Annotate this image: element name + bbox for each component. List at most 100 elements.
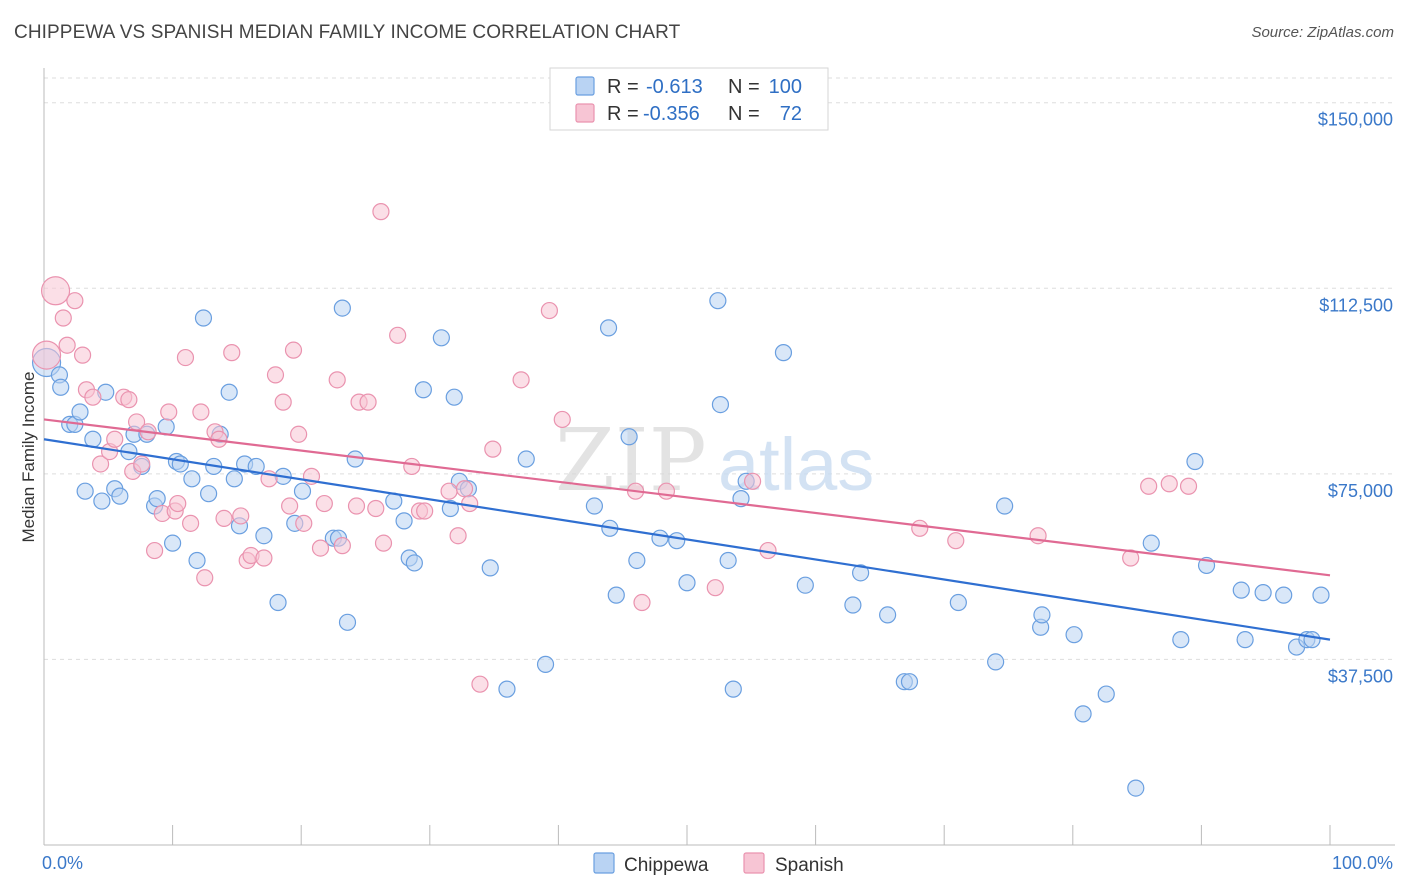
- chippewa-point-88: [1142, 534, 1160, 552]
- spanish-point-76: [1160, 475, 1178, 493]
- chippewa-point-34: [269, 593, 287, 612]
- spanish-point-74: [1122, 549, 1140, 567]
- spanish-point-29: [223, 344, 241, 362]
- spanish-point-72: [947, 532, 965, 550]
- chippewa-point-89: [1172, 631, 1190, 649]
- chippewa-point-66: [709, 292, 727, 310]
- chippewa-point-32: [247, 457, 265, 476]
- chippewa-point-74: [844, 596, 862, 614]
- y-tick-label-2: $112,500: [1319, 295, 1393, 315]
- spanish-point-30: [232, 507, 250, 525]
- watermark: ZIP atlas: [555, 411, 874, 511]
- spanish-point-66: [633, 593, 651, 612]
- chippewa-point-98: [1303, 631, 1321, 649]
- spanish-point-15: [133, 455, 151, 473]
- spanish-point-4: [66, 292, 84, 310]
- series-spanish-points: [31, 203, 1198, 693]
- chippewa-point-84: [1065, 626, 1083, 644]
- chippewa-point-58: [599, 319, 618, 337]
- chippewa-point-37: [293, 482, 312, 500]
- spanish-point-23: [182, 514, 200, 532]
- chippewa-point-49: [441, 499, 459, 518]
- spanish-point-59: [461, 494, 479, 513]
- spanish-point-50: [372, 203, 390, 221]
- chippewa-point-95: [1275, 586, 1293, 604]
- chippewa-point-87: [1127, 779, 1145, 797]
- legend-n-label-chippewa: N =: [728, 76, 760, 98]
- chippewa-point-83: [1033, 606, 1051, 624]
- spanish-point-52: [389, 326, 407, 344]
- spanish-point-38: [284, 341, 303, 359]
- spanish-point-58: [455, 480, 474, 498]
- chippewa-point-41: [338, 613, 357, 631]
- legend: R = -0.613 N = 100 R = -0.356 N = 72: [549, 67, 829, 131]
- spanish-point-75: [1140, 477, 1158, 495]
- x-tick-label-1: 100.0%: [1332, 853, 1393, 873]
- chippewa-point-33: [255, 527, 273, 545]
- chippewa-point-56: [536, 655, 555, 673]
- legend-swatch-chippewa: [575, 76, 595, 96]
- source-credit: Source: ZipAtlas.com: [1251, 24, 1394, 41]
- spanish-point-28: [215, 509, 233, 528]
- spanish-point-68: [706, 579, 724, 597]
- spanish-point-61: [484, 440, 502, 458]
- chippewa-point-55: [517, 450, 535, 468]
- spanish-point-1: [40, 276, 71, 306]
- chippewa-point-61: [620, 428, 638, 446]
- spanish-point-40: [295, 514, 313, 532]
- chippewa-point-47: [414, 381, 432, 399]
- spanish-point-2: [54, 309, 72, 327]
- chippewa-point-76: [879, 606, 897, 624]
- bottom-legend-swatch-spanish: [743, 852, 765, 874]
- spanish-point-71: [911, 519, 929, 537]
- spanish-point-45: [333, 537, 351, 555]
- spanish-point-42: [311, 539, 330, 557]
- spanish-point-67: [657, 482, 676, 500]
- spanish-point-33: [255, 549, 273, 567]
- chippewa-point-24: [194, 309, 213, 327]
- chippewa-point-73: [796, 576, 814, 594]
- chippewa-point-94: [1254, 584, 1272, 602]
- y-tick-labels: $37,500 $75,000 $112,500 $150,000: [1318, 110, 1393, 687]
- y-tick-label-0: $37,500: [1328, 666, 1393, 686]
- spanish-point-53: [403, 457, 421, 476]
- chippewa-point-2: [52, 378, 70, 396]
- chippewa-point-90: [1186, 452, 1204, 471]
- legend-r-value-chippewa: -0.613: [646, 76, 703, 98]
- chippewa-trend-line: [43, 438, 1331, 641]
- chippewa-point-85: [1074, 705, 1092, 723]
- spanish-point-21: [169, 494, 187, 513]
- gridlines: [44, 77, 1395, 660]
- spanish-point-46: [347, 497, 366, 515]
- spanish-point-69: [743, 472, 762, 490]
- legend-r-label-spanish: R =: [607, 103, 639, 125]
- spanish-point-0: [31, 340, 62, 370]
- chippewa-point-57: [585, 497, 604, 515]
- spanish-point-51: [374, 534, 393, 552]
- chart-title: CHIPPEWA VS SPANISH MEDIAN FAMILY INCOME…: [14, 22, 681, 43]
- spanish-point-7: [84, 388, 102, 406]
- spanish-point-55: [416, 502, 434, 520]
- chippewa-point-53: [481, 559, 499, 577]
- chippewa-point-40: [333, 299, 351, 317]
- chippewa-point-50: [445, 388, 463, 406]
- spanish-point-12: [120, 391, 138, 409]
- y-tick-label-3: $150,000: [1318, 110, 1393, 130]
- spanish-point-3: [58, 336, 76, 354]
- chippewa-point-8: [93, 492, 111, 510]
- chippewa-point-21: [171, 455, 189, 473]
- spanish-point-37: [281, 497, 299, 515]
- spanish-point-25: [196, 569, 214, 587]
- chippewa-point-63: [651, 529, 669, 547]
- chippewa-point-11: [111, 487, 129, 505]
- spanish-point-24: [192, 403, 210, 421]
- x-tick-labels: 0.0% 100.0%: [42, 853, 1393, 873]
- bottom-legend-swatch-chippewa: [593, 852, 615, 874]
- chippewa-point-93: [1236, 631, 1254, 649]
- spanish-point-49: [367, 499, 385, 518]
- chippewa-point-44: [395, 512, 413, 530]
- bottom-legend-label-chippewa: Chippewa: [624, 855, 709, 876]
- spanish-point-62: [512, 371, 530, 389]
- chippewa-point-48: [432, 329, 450, 347]
- chippewa-point-64: [668, 532, 686, 550]
